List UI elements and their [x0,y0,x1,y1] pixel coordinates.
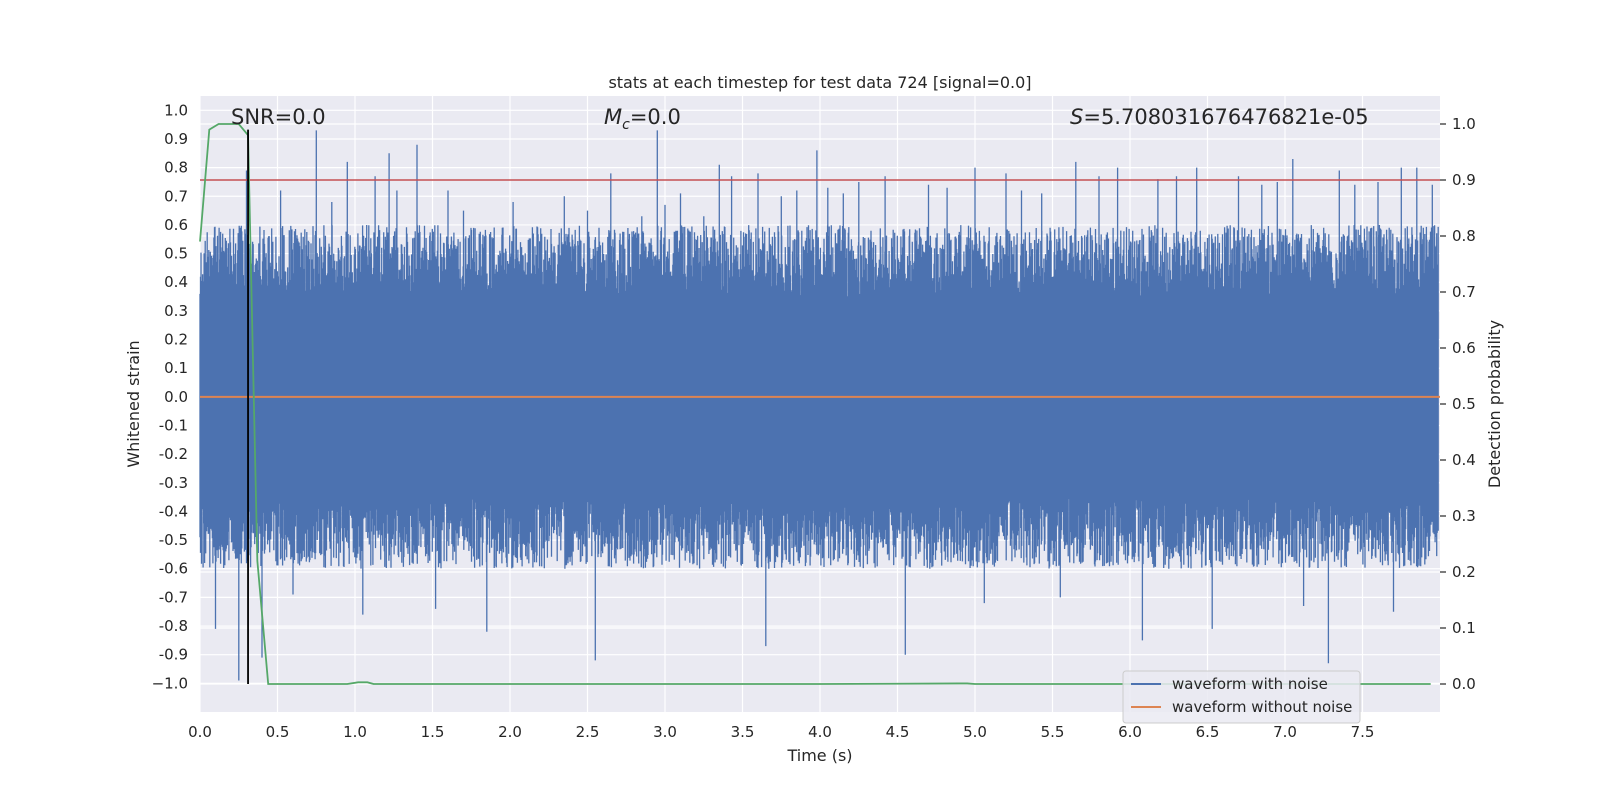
y-right-tick-label: 0.6 [1452,339,1476,357]
x-tick-label: 7.0 [1273,723,1297,741]
y-axis-label: Whitened strain [124,340,143,467]
chirp-mass-value: =0.0 [630,105,681,129]
y-right-tick-label: 0.4 [1452,451,1476,469]
y-tick-label: -0.3 [159,474,188,492]
y-right-tick-label: 0.7 [1452,283,1476,301]
y-tick-label: -0.5 [159,531,188,549]
statistic-symbol: S [1070,105,1083,129]
y-axis-right-label: Detection probability [1485,320,1504,488]
y-tick-label: -0.4 [159,502,188,520]
series-waveform-with-noise [199,130,1439,681]
x-tick-label: 1.5 [421,723,445,741]
chirp-mass-subscript: c [622,117,630,133]
y-tick-label: 0.5 [164,245,188,263]
chirp-mass-symbol: M [604,105,622,129]
y-tick-label: -0.1 [159,416,188,434]
y-right-tick-label: 0.2 [1452,563,1476,581]
y-right-tick-label: 0.3 [1452,507,1476,525]
legend: waveform with noise waveform without noi… [1122,670,1361,724]
y-tick-label: 0.8 [164,159,188,177]
x-tick-label: 3.0 [653,723,677,741]
statistic-value: =5.708031676476821e-05 [1083,105,1368,129]
x-tick-label: 4.5 [886,723,910,741]
x-axis-label: Time (s) [786,746,852,765]
x-tick-label: 0.0 [188,723,212,741]
statistic-annotation: S=5.708031676476821e-05 [1070,105,1369,129]
x-tick-label: 3.5 [731,723,755,741]
y-tick-label: -0.6 [159,560,188,578]
y-tick-label: 0.9 [164,130,188,148]
y-tick-label: 0.7 [164,187,188,205]
legend-label-without-noise: waveform without noise [1172,698,1352,716]
y-tick-label: −1.0 [152,674,188,692]
y-right-tick-label: 0.1 [1452,619,1476,637]
y-right-tick-label: 1.0 [1452,115,1476,133]
y-tick-label: -0.9 [159,646,188,664]
chirp-mass-annotation: Mc=0.0 [604,105,681,133]
x-tick-label: 6.0 [1118,723,1142,741]
y-right-tick-label: 0.0 [1452,675,1476,693]
x-tick-label: 6.5 [1196,723,1220,741]
x-tick-label: 2.0 [498,723,522,741]
y-right-tick-label: 0.9 [1452,171,1476,189]
y-tick-label: -0.8 [159,617,188,635]
y-tick-label: 0.2 [164,331,188,349]
x-tick-label: 1.0 [343,723,367,741]
y-tick-label: 0.0 [164,388,188,406]
series-lines [199,123,1440,685]
y-right-tick-label: 0.5 [1452,395,1476,413]
y-tick-label: 0.4 [164,273,188,291]
y-tick-label: 0.3 [164,302,188,320]
legend-box [1122,670,1361,724]
y-tick-label: 0.6 [164,216,188,234]
x-tick-label: 2.5 [576,723,600,741]
x-tick-label: 0.5 [266,723,290,741]
y-tick-label: 1.0 [164,101,188,119]
detection-probability-line [199,123,1431,685]
y-tick-label: -0.2 [159,445,188,463]
chart-title: stats at each timestep for test data 724… [608,73,1031,92]
x-tick-label: 7.5 [1351,723,1375,741]
x-tick-label: 5.5 [1041,723,1065,741]
snr-annotation: SNR=0.0 [231,105,326,129]
y-tick-label: 0.1 [164,359,188,377]
x-tick-label: 4.0 [808,723,832,741]
y-right-tick-label: 0.8 [1452,227,1476,245]
waveform-with-noise-line [199,130,1439,681]
x-tick-label: 5.0 [963,723,987,741]
legend-label-with-noise: waveform with noise [1172,675,1328,693]
axis-ticks: 0.0 0.5 1.0 1.5 2.0 2.5 3.0 3.5 4.0 4.5 5.0 5.5 6.0 6… [152,101,1476,741]
y-tick-label: -0.7 [159,588,188,606]
